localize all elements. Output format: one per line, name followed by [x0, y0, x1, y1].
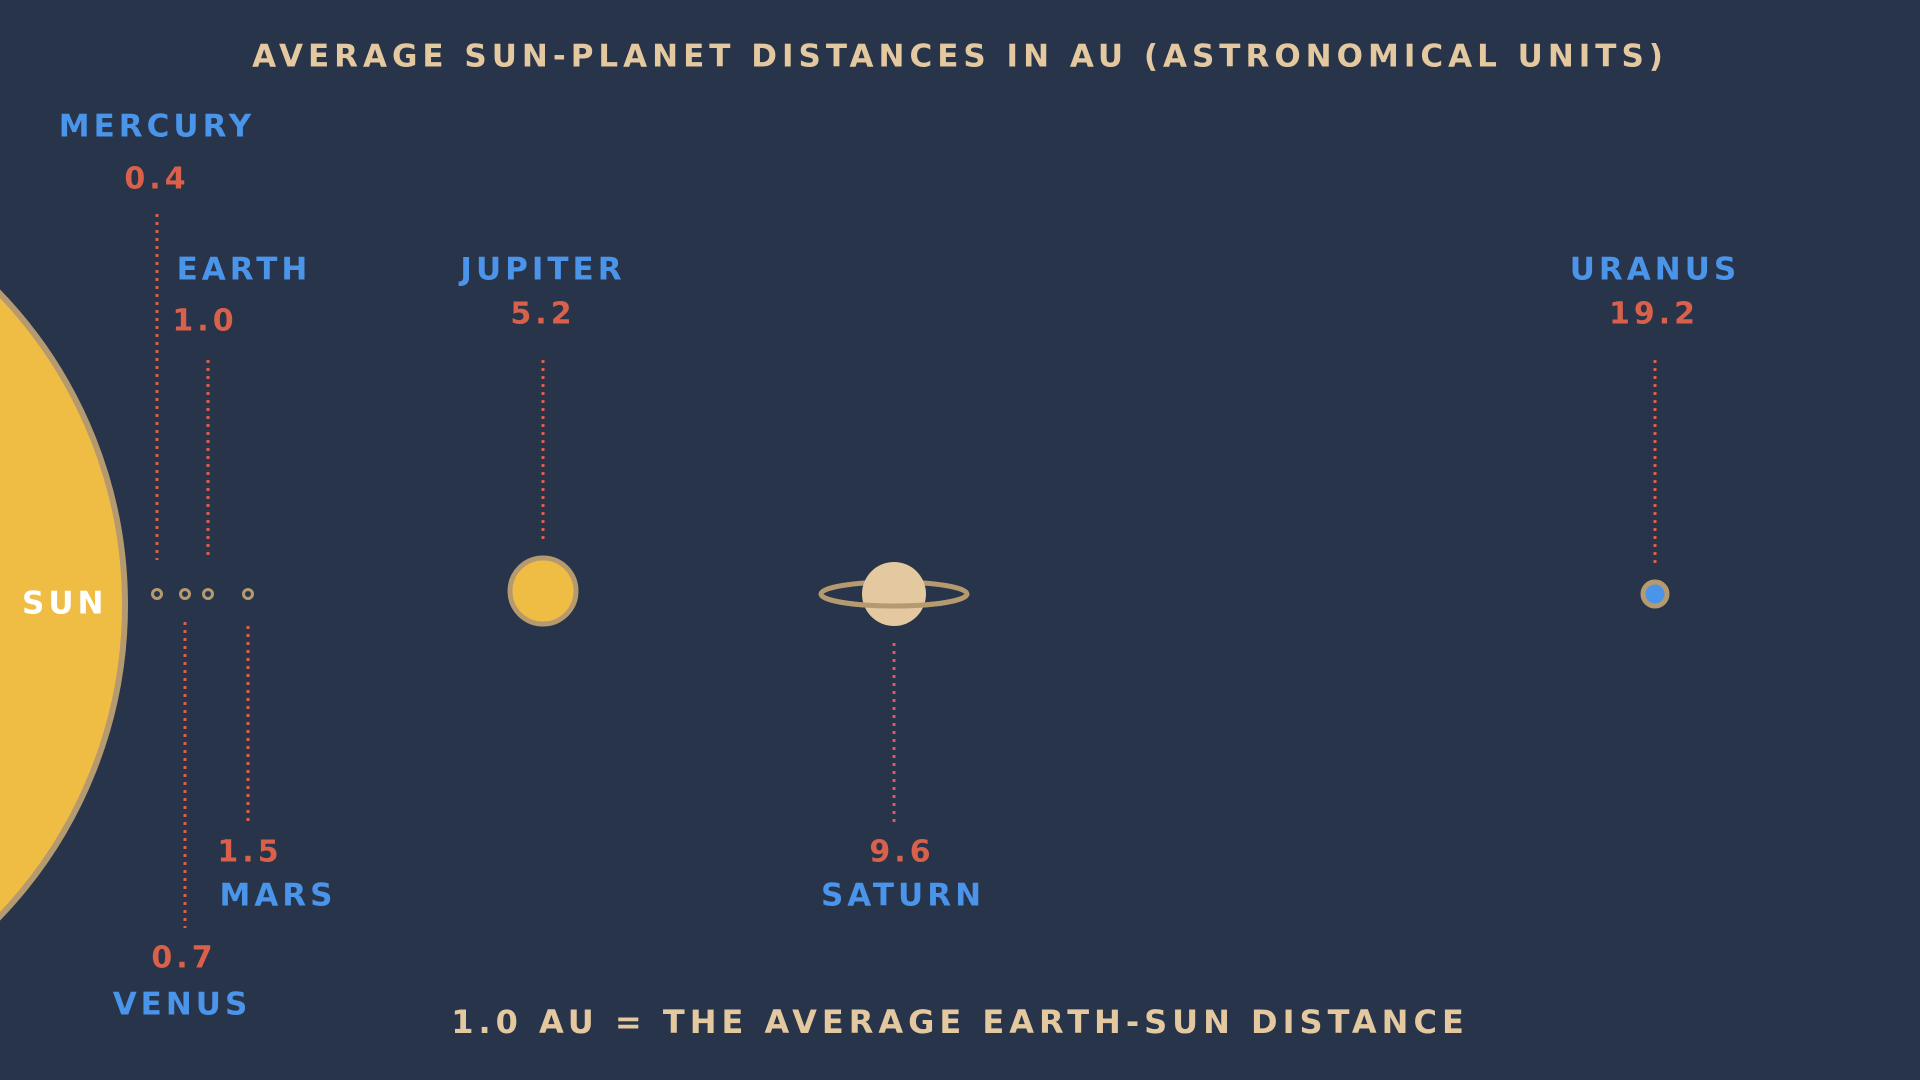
planet-name-mars: MARS — [219, 878, 336, 914]
planet-earth: 1.0 EARTH — [172, 252, 312, 600]
planet-venus: 0.7 VENUS — [113, 588, 252, 1023]
value-label-earth: 1.0 — [172, 304, 237, 339]
footnote: 1.0 AU = THE AVERAGE EARTH-SUN DISTANCE — [451, 1003, 1469, 1041]
planet-marker-venus — [179, 588, 191, 600]
planet-marker-earth — [202, 588, 214, 600]
value-label-mars: 1.5 — [217, 835, 282, 870]
sun-label: SUN — [22, 586, 107, 622]
planet-name-saturn: SATURN — [821, 878, 985, 914]
planet-name-mercury: MERCURY — [59, 109, 255, 145]
planet-name-jupiter: JUPITER — [458, 252, 625, 288]
planet-jupiter: 5.2 JUPITER — [458, 252, 625, 627]
planet-uranus: 19.2 URANUS — [1570, 252, 1740, 609]
planet-name-venus: VENUS — [113, 987, 252, 1023]
planet-marker-mercury — [151, 588, 163, 600]
planets-layer: 0.4 MERCURY 0.7 VENUS 1.0 EARTH 1.5 MARS 5.2 JUPI… — [59, 109, 1740, 1023]
saturn-body — [862, 562, 926, 626]
planet-marker-saturn — [818, 562, 970, 626]
planet-saturn: 9.6 SATURN — [818, 562, 985, 914]
value-label-mercury: 0.4 — [124, 162, 189, 197]
chart-title: AVERAGE SUN-PLANET DISTANCES IN AU (ASTR… — [252, 39, 1668, 75]
sun-disc — [0, 289, 128, 921]
saturn-ring-front — [818, 593, 970, 609]
value-label-saturn: 9.6 — [869, 835, 934, 870]
planet-mercury: 0.4 MERCURY — [59, 109, 255, 600]
planet-name-uranus: URANUS — [1570, 252, 1740, 288]
value-label-uranus: 19.2 — [1609, 297, 1699, 332]
planet-marker-jupiter — [507, 555, 579, 627]
planet-marker-mars — [242, 588, 254, 600]
value-label-jupiter: 5.2 — [510, 297, 575, 332]
planet-name-earth: EARTH — [177, 252, 312, 288]
planet-marker-uranus — [1640, 579, 1670, 609]
value-label-venus: 0.7 — [151, 941, 216, 976]
planet-mars: 1.5 MARS — [217, 588, 336, 914]
